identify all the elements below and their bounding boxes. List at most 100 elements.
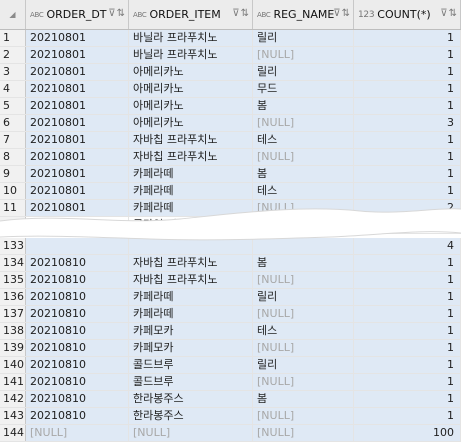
table-row[interactable]: 7 20210801 자바칩 프라푸치노 테스 1 (0, 132, 461, 149)
cell-order-item[interactable]: 아메리카노 (129, 115, 253, 131)
cell-order-item[interactable]: 카페라떼 (129, 289, 253, 305)
filter-icon[interactable]: ⊽ (333, 8, 341, 19)
cell-reg-name[interactable]: 무드 (253, 81, 354, 97)
cell-reg-name[interactable]: 릴리 (253, 30, 354, 46)
cell-order-item[interactable]: 콜드브루 (129, 357, 253, 373)
cell-reg-name[interactable]: 봄 (253, 391, 354, 407)
cell-order-dt[interactable]: 20210801 (26, 200, 129, 216)
table-row[interactable]: 4 20210801 아메리카노 무드 1 (0, 81, 461, 98)
cell-order-dt[interactable]: 20210801 (26, 149, 129, 165)
table-row[interactable]: 144 [NULL] [NULL] [NULL] 100 (0, 425, 461, 442)
cell-order-item[interactable]: 아메리카노 (129, 81, 253, 97)
table-row[interactable]: 137 20210810 카페라떼 [NULL] 1 (0, 306, 461, 323)
table-row[interactable]: 2 20210801 바닐라 프라푸치노 [NULL] 1 (0, 47, 461, 64)
row-number[interactable]: 137 (0, 306, 26, 322)
table-row[interactable]: 142 20210810 한라봉주스 봄 1 (0, 391, 461, 408)
cell-reg-name[interactable]: [NULL] (253, 425, 354, 441)
cell-count[interactable]: 1 (354, 81, 461, 97)
row-number[interactable]: 134 (0, 255, 26, 271)
table-row[interactable]: 133 4 (0, 238, 461, 255)
cell-count[interactable]: 1 (354, 340, 461, 356)
row-number[interactable]: 6 (0, 115, 26, 131)
grid-corner[interactable]: ◢ (0, 0, 26, 29)
cell-reg-name[interactable]: 테스 (253, 183, 354, 199)
row-number[interactable]: 144 (0, 425, 26, 441)
cell-order-item[interactable]: 한라봉주스 (129, 391, 253, 407)
cell-reg-name[interactable]: 릴리 (253, 64, 354, 80)
table-row[interactable]: 143 20210810 한라봉주스 [NULL] 1 (0, 408, 461, 425)
cell-order-item[interactable]: 바닐라 프라푸치노 (129, 30, 253, 46)
row-number[interactable]: 142 (0, 391, 26, 407)
cell-reg-name[interactable]: [NULL] (253, 408, 354, 424)
cell-count[interactable]: 1 (354, 272, 461, 288)
cell-order-item[interactable]: 카페모카 (129, 340, 253, 356)
cell-order-dt[interactable]: 20210801 (26, 132, 129, 148)
cell-count[interactable]: 1 (354, 149, 461, 165)
row-number[interactable]: 136 (0, 289, 26, 305)
column-header-order-dt[interactable]: ABC ORDER_DT ⊽ ⇅ (26, 0, 129, 29)
cell-count[interactable]: 1 (354, 357, 461, 373)
column-header-count[interactable]: 123 COUNT(*) ⊽ ⇅ (354, 0, 461, 29)
table-row[interactable]: 141 20210810 콜드브루 [NULL] 1 (0, 374, 461, 391)
cell-order-dt[interactable]: 20210810 (26, 340, 129, 356)
cell-reg-name[interactable]: [NULL] (253, 306, 354, 322)
row-number[interactable]: 139 (0, 340, 26, 356)
cell-order-item[interactable]: 자바칩 프라푸치노 (129, 255, 253, 271)
table-row[interactable]: 3 20210801 아메리카노 릴리 1 (0, 64, 461, 81)
cell-order-item[interactable]: 아메리카노 (129, 64, 253, 80)
row-number[interactable]: 2 (0, 47, 26, 63)
sort-icon[interactable]: ⇅ (240, 8, 249, 19)
cell-order-dt[interactable] (26, 238, 129, 254)
cell-reg-name[interactable]: 테스 (253, 323, 354, 339)
cell-reg-name[interactable]: 봄 (253, 255, 354, 271)
row-number[interactable]: 3 (0, 64, 26, 80)
row-number[interactable]: 11 (0, 200, 26, 216)
table-row[interactable]: 9 20210801 카페라떼 봄 1 (0, 166, 461, 183)
cell-count[interactable]: 1 (354, 374, 461, 390)
cell-order-item[interactable]: 자바칩 프라푸치노 (129, 272, 253, 288)
cell-order-dt[interactable]: 20210810 (26, 272, 129, 288)
filter-icon[interactable]: ⊽ (108, 8, 116, 19)
table-row[interactable]: 1 20210801 바닐라 프라푸치노 릴리 1 (0, 30, 461, 47)
row-number[interactable]: 138 (0, 323, 26, 339)
cell-count[interactable]: 1 (354, 47, 461, 63)
cell-count[interactable]: 1 (354, 166, 461, 182)
cell-order-dt[interactable]: 20210810 (26, 374, 129, 390)
cell-order-dt[interactable]: 20210810 (26, 357, 129, 373)
cell-order-item[interactable]: 카페라떼 (129, 166, 253, 182)
cell-order-dt[interactable]: 20210801 (26, 30, 129, 46)
table-row[interactable]: 140 20210810 콜드브루 릴리 1 (0, 357, 461, 374)
cell-reg-name[interactable]: 테스 (253, 132, 354, 148)
cell-count[interactable]: 1 (354, 289, 461, 305)
cell-order-item[interactable]: 한라봉주스 (129, 408, 253, 424)
row-number[interactable]: 5 (0, 98, 26, 114)
cell-order-item[interactable]: 카페라떼 (129, 183, 253, 199)
column-header-reg-name[interactable]: ABC REG_NAME ⊽ ⇅ (253, 0, 354, 29)
cell-count[interactable]: 1 (354, 408, 461, 424)
cell-order-dt[interactable]: 20210801 (26, 115, 129, 131)
cell-reg-name[interactable]: [NULL] (253, 47, 354, 63)
cell-order-dt[interactable]: 20210810 (26, 289, 129, 305)
cell-reg-name[interactable]: [NULL] (253, 374, 354, 390)
cell-reg-name[interactable]: [NULL] (253, 115, 354, 131)
filter-icon[interactable]: ⊽ (440, 8, 448, 19)
sort-icon[interactable]: ⇅ (116, 8, 125, 19)
cell-count[interactable]: 1 (354, 98, 461, 114)
cell-count[interactable]: 1 (354, 30, 461, 46)
cell-reg-name[interactable]: [NULL] (253, 149, 354, 165)
cell-reg-name[interactable]: [NULL] (253, 272, 354, 288)
cell-order-dt[interactable]: 20210810 (26, 323, 129, 339)
row-number[interactable]: 1 (0, 30, 26, 46)
cell-order-dt[interactable]: 20210810 (26, 255, 129, 271)
cell-count[interactable]: 1 (354, 132, 461, 148)
row-number[interactable]: 133 (0, 238, 26, 254)
cell-order-item[interactable]: 카페라떼 (129, 200, 253, 216)
cell-reg-name[interactable] (253, 238, 354, 254)
cell-order-item[interactable]: 콜드브루 (129, 374, 253, 390)
cell-count[interactable]: 3 (354, 115, 461, 131)
sort-icon[interactable]: ⇅ (448, 8, 457, 19)
cell-reg-name[interactable]: 릴리 (253, 289, 354, 305)
cell-reg-name[interactable]: 봄 (253, 166, 354, 182)
cell-order-dt[interactable]: 20210810 (26, 391, 129, 407)
row-number[interactable]: 135 (0, 272, 26, 288)
